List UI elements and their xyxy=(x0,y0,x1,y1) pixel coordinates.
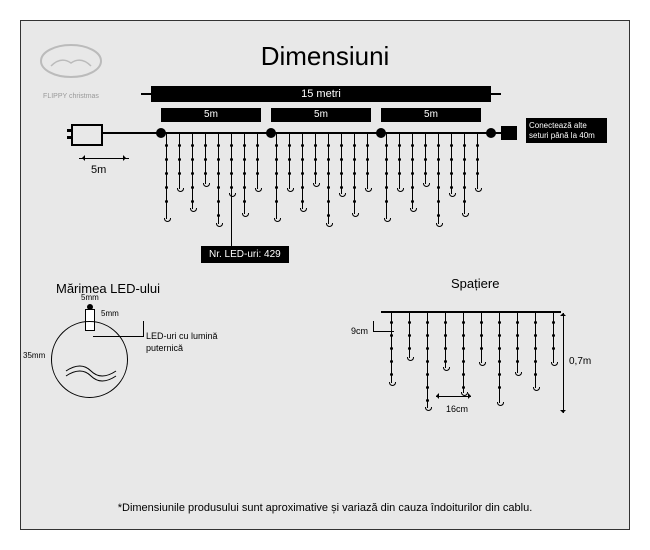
plug-icon xyxy=(71,124,103,146)
footnote-text: *Dimensiunile produsului sunt aproximati… xyxy=(51,502,598,514)
junction-dot xyxy=(266,128,276,138)
light-strand xyxy=(244,134,245,214)
spacing-cable-line xyxy=(381,311,561,313)
light-strand xyxy=(517,313,518,373)
light-strand xyxy=(445,313,446,368)
light-strand xyxy=(315,134,316,184)
callout-line xyxy=(373,321,394,332)
light-strand xyxy=(257,134,258,189)
drop-height-dimension: 0,7m xyxy=(569,356,591,367)
light-strand xyxy=(499,313,500,403)
light-strand xyxy=(399,134,400,189)
height-dimension-line xyxy=(563,313,564,413)
junction-dot xyxy=(376,128,386,138)
light-strand xyxy=(341,134,342,194)
light-strand xyxy=(535,313,536,388)
led-size-heading: Mărimea LED-ului xyxy=(56,281,160,296)
light-strand xyxy=(192,134,193,209)
diagram-canvas: FLIPPY christmas Dimensiuni 15 metri 5m … xyxy=(20,20,630,530)
light-strand xyxy=(481,313,482,363)
light-strand xyxy=(218,134,219,224)
horizontal-gap-dimension: 16cm xyxy=(446,404,468,414)
light-strand xyxy=(302,134,303,209)
light-strand xyxy=(438,134,439,224)
light-strand xyxy=(463,313,464,393)
lead-cable xyxy=(101,132,156,134)
brand-logo: FLIPPY christmas xyxy=(36,36,106,86)
end-connector-icon xyxy=(501,126,517,140)
callout-line xyxy=(231,166,232,246)
light-strand xyxy=(464,134,465,214)
light-strand xyxy=(477,134,478,189)
junction-dot xyxy=(486,128,496,138)
light-strand xyxy=(289,134,290,189)
light-strand xyxy=(409,313,410,358)
led-description: LED-uri cu lumină puternică xyxy=(146,331,236,354)
led-size-diagram: 5mm 5mm 35mm LED-uri cu lumină puternică xyxy=(51,301,251,431)
light-strand xyxy=(179,134,180,189)
light-strand xyxy=(354,134,355,214)
light-strand xyxy=(205,134,206,184)
light-strand xyxy=(425,134,426,184)
vertical-gap-dimension: 9cm xyxy=(351,326,368,336)
led-depth-dimension: 5mm xyxy=(101,309,119,318)
light-strand xyxy=(451,134,452,194)
light-strand xyxy=(412,134,413,209)
light-strand xyxy=(553,313,554,363)
spacing-heading: Spațiere xyxy=(451,276,499,291)
total-length-bar: 15 metri xyxy=(151,86,491,102)
horizontal-gap-arrow xyxy=(436,396,471,397)
product-diagram-frame: FLIPPY christmas Dimensiuni 15 metri 5m … xyxy=(0,0,650,550)
led-width-dimension: 5mm xyxy=(81,293,99,302)
callout-line xyxy=(93,321,144,337)
diagram-title: Dimensiuni xyxy=(261,41,390,72)
spacing-diagram: 9cm 16cm 0,7m xyxy=(351,296,591,436)
led-count-label: Nr. LED-uri: 429 xyxy=(201,246,289,263)
light-strand xyxy=(427,313,428,408)
junction-dot xyxy=(156,128,166,138)
lead-dimension-arrow xyxy=(79,158,129,159)
light-strand xyxy=(276,134,277,219)
segment-bar-3: 5m xyxy=(381,108,481,122)
cable-base-icon xyxy=(61,356,121,386)
lead-cable-dimension: 5m xyxy=(91,164,106,176)
segment-bar-1: 5m xyxy=(161,108,261,122)
led-height-dimension: 35mm xyxy=(23,351,45,360)
main-dimension-diagram: 15 metri 5m 5m 5m Conectează alte seturi… xyxy=(71,86,581,256)
light-strand xyxy=(367,134,368,189)
light-strand xyxy=(386,134,387,219)
connection-info-box: Conectează alte seturi până la 40m xyxy=(526,118,607,143)
light-strand xyxy=(166,134,167,219)
segment-bar-2: 5m xyxy=(271,108,371,122)
light-strand xyxy=(328,134,329,224)
